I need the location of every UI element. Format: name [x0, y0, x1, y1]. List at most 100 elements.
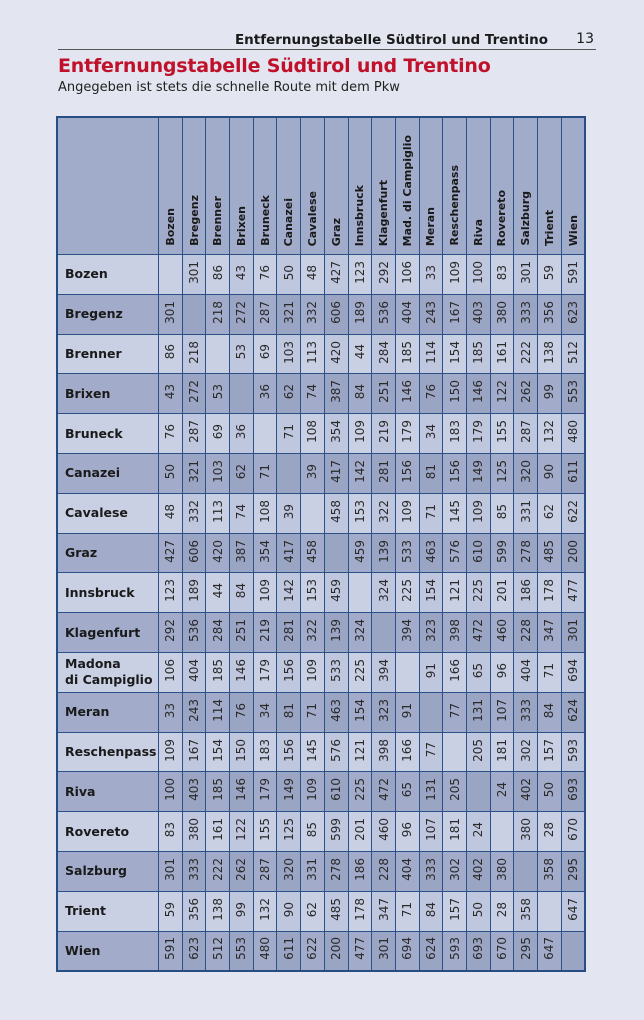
distance-value: 44	[210, 583, 225, 599]
distance-value: 477	[566, 579, 581, 603]
distance-value: 69	[210, 423, 225, 440]
distance-cell: 512	[205, 930, 231, 972]
distance-cell: 69	[205, 413, 231, 454]
distance-value: 380	[187, 818, 202, 841]
distance-value: 512	[210, 937, 225, 961]
distance-table: Bozen Bregenz Brenner Brixen Bruneck Canazei C…	[56, 116, 587, 973]
distance-cell: 647	[537, 930, 562, 972]
distance-value: 77	[447, 702, 462, 718]
distance-value: 65	[400, 782, 415, 798]
row-label: Bruneck	[56, 413, 159, 454]
table-row: Brixen 43 272 53 36 62 74 387 84 251 146 76 150 146 12…	[56, 373, 586, 415]
distance-cell: 178	[537, 572, 562, 614]
distance-cell: 179	[252, 771, 278, 813]
empty-cell	[489, 811, 515, 852]
distance-value: 358	[542, 857, 557, 881]
distance-cell: 228	[371, 850, 396, 892]
distance-value: 149	[471, 459, 486, 483]
distance-value: 123	[352, 260, 367, 284]
distance-value: 222	[518, 340, 533, 364]
distance-value: 103	[281, 340, 296, 364]
row-label-line: Madona	[65, 656, 121, 672]
distance-value: 324	[352, 619, 367, 643]
distance-cell: 591	[560, 254, 586, 295]
distance-value: 84	[542, 702, 557, 718]
distance-cell: 84	[229, 572, 254, 614]
distance-cell: 179	[465, 413, 491, 454]
table-row: Salzburg 301 333 222 262 287 320 331 278 186 228 40…	[56, 850, 586, 892]
distance-cell: 185	[394, 333, 420, 375]
column-header: Bregenz	[181, 116, 207, 255]
distance-value: 287	[518, 420, 533, 444]
distance-cell: 347	[537, 612, 562, 653]
row-label-line: di Campiglio	[65, 672, 153, 688]
distance-cell: 142	[276, 572, 302, 614]
distance-value: 404	[400, 857, 415, 881]
distance-value: 323	[376, 698, 391, 722]
distance-cell: 394	[371, 651, 396, 693]
distance-value: 333	[518, 300, 533, 324]
distance-cell: 201	[489, 572, 515, 614]
distance-value: 50	[281, 264, 296, 281]
distance-cell: 606	[323, 293, 349, 335]
distance-cell: 387	[229, 532, 254, 574]
distance-cell: 106	[394, 254, 420, 295]
distance-value: 302	[518, 738, 533, 762]
distance-value: 536	[376, 300, 391, 324]
distance-cell: 463	[323, 691, 349, 733]
distance-cell: 262	[229, 850, 254, 892]
distance-cell: 43	[229, 254, 254, 295]
empty-cell	[371, 612, 396, 653]
distance-cell: 420	[323, 333, 349, 375]
distance-cell: 333	[513, 691, 538, 733]
distance-value: 154	[423, 579, 438, 603]
distance-value: 146	[234, 658, 249, 682]
distance-cell: 71	[537, 651, 562, 693]
column-header: Canazei	[276, 116, 302, 255]
distance-cell: 331	[513, 492, 538, 534]
column-header-label: Meran	[424, 206, 438, 246]
distance-value: 460	[494, 619, 509, 643]
distance-value: 183	[258, 738, 273, 762]
distance-value: 284	[376, 340, 391, 364]
column-header: Brixen	[229, 116, 254, 255]
distance-cell: 358	[537, 850, 562, 892]
distance-value: 28	[494, 901, 509, 917]
distance-value: 417	[281, 539, 296, 563]
distance-cell: 287	[252, 850, 278, 892]
distance-cell: 62	[300, 890, 325, 932]
empty-cell	[276, 452, 302, 494]
distance-cell: 24	[489, 771, 515, 813]
distance-cell: 347	[371, 890, 396, 932]
distance-value: 380	[518, 818, 533, 841]
distance-value: 96	[400, 821, 415, 838]
distance-value: 36	[234, 423, 249, 440]
table-row: Wien 591 623 512 553 480 611 622 200 477 301 694 624…	[56, 930, 586, 972]
distance-cell: 59	[537, 254, 562, 295]
distance-value: 39	[305, 463, 320, 480]
distance-value: 43	[163, 384, 178, 400]
distance-value: 24	[494, 782, 509, 798]
distance-cell: 302	[442, 850, 467, 892]
distance-cell: 71	[394, 890, 420, 932]
distance-value: 287	[258, 300, 273, 324]
distance-value: 404	[518, 658, 533, 682]
distance-cell: 186	[347, 850, 373, 892]
distance-cell: 28	[537, 811, 562, 852]
distance-value: 611	[281, 937, 296, 961]
distance-cell: 403	[465, 293, 491, 335]
distance-value: 593	[447, 937, 462, 961]
distance-cell: 62	[276, 373, 302, 415]
distance-value: 161	[494, 340, 509, 364]
distance-cell: 380	[489, 850, 515, 892]
page-subtitle: Angegeben ist stets die schnelle Route m…	[58, 80, 400, 95]
distance-value: 179	[258, 778, 273, 802]
distance-cell: 278	[513, 532, 538, 574]
distance-cell: 86	[158, 333, 183, 375]
distance-cell: 189	[181, 572, 207, 614]
distance-value: 161	[210, 818, 225, 841]
distance-value: 156	[281, 738, 296, 762]
distance-value: 533	[400, 539, 415, 563]
distance-value: 611	[566, 459, 581, 483]
distance-cell: 77	[418, 731, 444, 773]
